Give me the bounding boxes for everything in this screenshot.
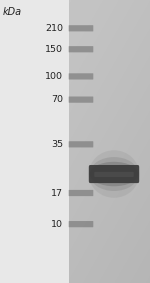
FancyBboxPatch shape xyxy=(89,165,139,183)
FancyBboxPatch shape xyxy=(69,46,93,52)
Text: 70: 70 xyxy=(51,95,63,104)
Bar xyxy=(0,0,69,283)
FancyBboxPatch shape xyxy=(69,73,93,80)
FancyBboxPatch shape xyxy=(69,221,93,227)
Text: 150: 150 xyxy=(45,45,63,54)
Text: 35: 35 xyxy=(51,140,63,149)
FancyBboxPatch shape xyxy=(94,172,134,177)
Ellipse shape xyxy=(90,162,138,186)
Text: 17: 17 xyxy=(51,188,63,198)
Text: 10: 10 xyxy=(51,220,63,229)
Text: 210: 210 xyxy=(45,24,63,33)
FancyBboxPatch shape xyxy=(69,25,93,31)
Text: kDa: kDa xyxy=(2,7,22,17)
Ellipse shape xyxy=(89,150,139,198)
Text: 100: 100 xyxy=(45,72,63,81)
Ellipse shape xyxy=(90,157,138,191)
FancyBboxPatch shape xyxy=(69,141,93,147)
FancyBboxPatch shape xyxy=(69,190,93,196)
FancyBboxPatch shape xyxy=(69,97,93,103)
